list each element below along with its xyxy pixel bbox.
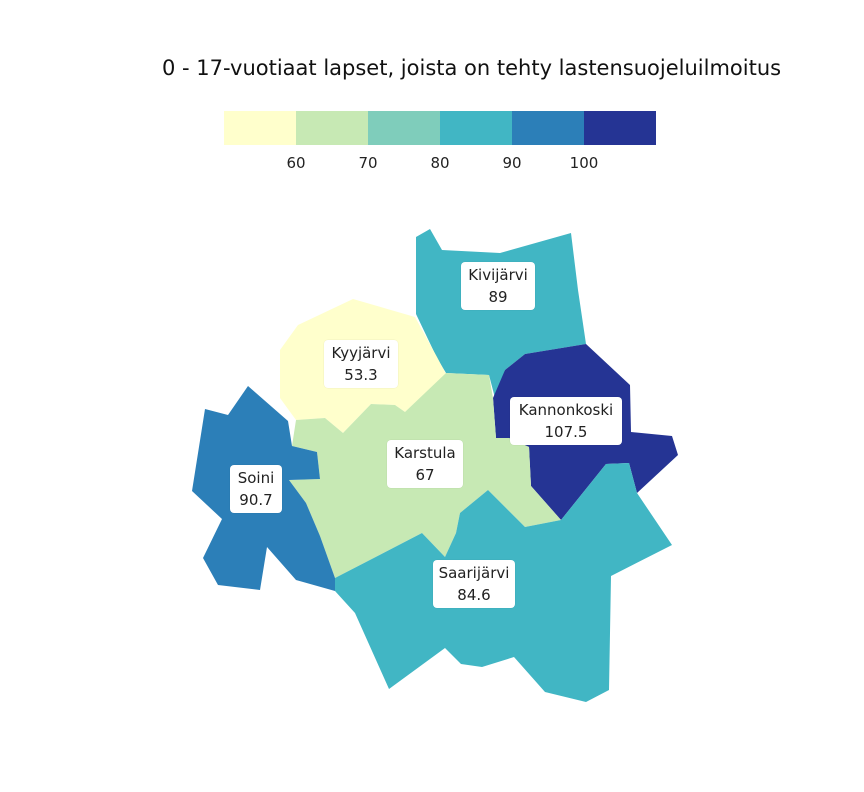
region-value: 90.7 xyxy=(239,491,273,509)
region-name: Soini xyxy=(237,469,275,487)
legend-swatch-4 xyxy=(440,111,512,145)
legend-tick-80: 80 xyxy=(430,154,450,172)
legend-swatch-1 xyxy=(224,111,296,145)
region-value: 53.3 xyxy=(344,366,378,384)
region-label-soini: Soini 90.7 xyxy=(230,465,282,513)
legend-swatch-5 xyxy=(512,111,584,145)
region-name: Kivijärvi xyxy=(468,266,528,284)
region-value: 84.6 xyxy=(457,586,491,604)
region-name: Kyyjärvi xyxy=(331,344,391,362)
region-label-saarijarvi: Saarijärvi 84.6 xyxy=(433,560,515,608)
region-name: Saarijärvi xyxy=(438,564,510,582)
legend-tick-100: 100 xyxy=(569,154,599,172)
legend-tick-90: 90 xyxy=(502,154,522,172)
region-value: 89 xyxy=(488,288,508,306)
region-label-kannonkoski: Kannonkoski 107.5 xyxy=(510,397,622,445)
legend-swatch-3 xyxy=(368,111,440,145)
region-label-kyyjarvi: Kyyjärvi 53.3 xyxy=(324,340,398,388)
region-name: Karstula xyxy=(394,444,456,462)
region-value: 107.5 xyxy=(544,423,588,441)
region-value: 67 xyxy=(415,466,435,484)
region-label-kivijarvi: Kivijärvi 89 xyxy=(461,262,535,310)
legend-swatch-2 xyxy=(296,111,368,145)
legend-swatch-6 xyxy=(584,111,656,145)
region-name: Kannonkoski xyxy=(518,401,614,419)
map-title: 0 - 17-vuotiaat lapset, joista on tehty … xyxy=(162,56,782,80)
legend-tick-60: 60 xyxy=(286,154,306,172)
legend-tick-70: 70 xyxy=(358,154,378,172)
color-legend: 60 70 80 90 100 xyxy=(224,111,656,175)
region-kivijarvi[interactable] xyxy=(416,229,586,398)
region-label-karstula: Karstula 67 xyxy=(387,440,463,488)
